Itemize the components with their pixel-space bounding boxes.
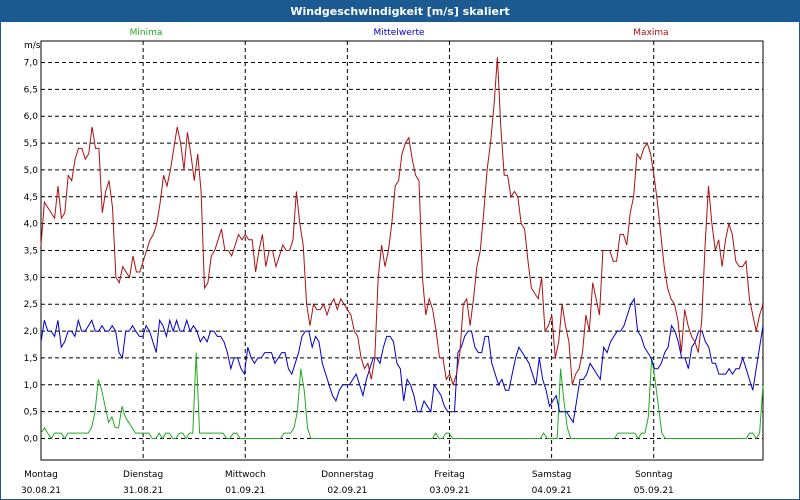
x-tick-day: Samstag — [532, 470, 571, 480]
y-axis-ticks: 0,0 0,5 1,0 1,5 2,0 2,5 3,0 3,5 4,0 4,5 5,0 5,5 6,0 6… — [24, 58, 39, 444]
y-axis-label: m/s — [24, 41, 41, 51]
x-tick-date: 05.09.21 — [634, 486, 674, 496]
legend-minima: Minima — [130, 28, 163, 38]
x-tick-date: 02.09.21 — [327, 486, 367, 496]
series-lines — [40, 57, 764, 440]
y-tick-label: 0,0 — [24, 435, 39, 445]
y-tick-label: 1,5 — [24, 354, 38, 364]
series-line-maxima — [40, 57, 764, 387]
x-tick-date: 01.09.21 — [225, 486, 265, 496]
y-tick-label: 4,5 — [24, 193, 38, 203]
x-tick-date: 04.09.21 — [532, 486, 572, 496]
y-tick-label: 3,0 — [24, 273, 39, 283]
grid — [41, 41, 763, 460]
x-axis-ticks: Montag 30.08.21 Dienstag 31.08.21 Mittwoch 01… — [21, 470, 674, 496]
legend-maxima: Maxima — [633, 28, 668, 38]
y-tick-label: 2,5 — [24, 300, 38, 310]
plot-border — [40, 40, 764, 461]
x-tick-day: Dienstag — [123, 470, 163, 480]
plot-area — [40, 40, 764, 461]
y-tick-label: 5,0 — [24, 166, 39, 176]
y-tick-label: 5,5 — [24, 139, 38, 149]
y-tick-label: 6,0 — [24, 112, 39, 122]
legend-mittelwerte: Mittelwerte — [373, 28, 424, 38]
y-tick-label: 7,0 — [24, 58, 39, 68]
x-tick-day: Montag — [24, 470, 58, 480]
x-tick-date: 30.08.21 — [21, 486, 61, 496]
x-tick-day: Donnerstag — [321, 470, 374, 480]
y-tick-label: 3,5 — [24, 247, 38, 257]
x-tick-day: Mittwoch — [225, 470, 266, 480]
y-tick-label: 6,5 — [24, 85, 38, 95]
chart-title: Windgeschwindigkeit [m/s] skaliert — [1, 1, 799, 22]
y-tick-label: 1,0 — [24, 381, 39, 391]
series-line-minima — [40, 352, 764, 440]
x-tick-date: 03.09.21 — [429, 486, 469, 496]
series-line-mittelwerte — [40, 297, 764, 424]
x-tick-date: 31.08.21 — [123, 486, 163, 496]
y-tick-label: 0,5 — [24, 408, 38, 418]
y-tick-label: 2,0 — [24, 327, 39, 337]
x-tick-day: Freitag — [434, 470, 465, 480]
y-tick-label: 4,0 — [24, 220, 39, 230]
x-tick-day: Sonntag — [635, 470, 672, 480]
